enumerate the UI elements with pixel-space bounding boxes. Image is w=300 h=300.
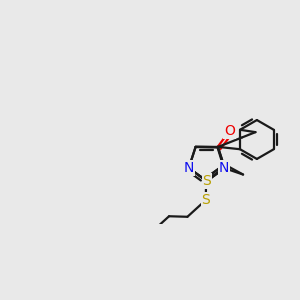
Text: O: O [224,124,235,138]
Text: N: N [219,161,229,175]
Text: N: N [184,161,194,175]
Text: S: S [202,174,211,188]
Text: S: S [201,193,210,207]
